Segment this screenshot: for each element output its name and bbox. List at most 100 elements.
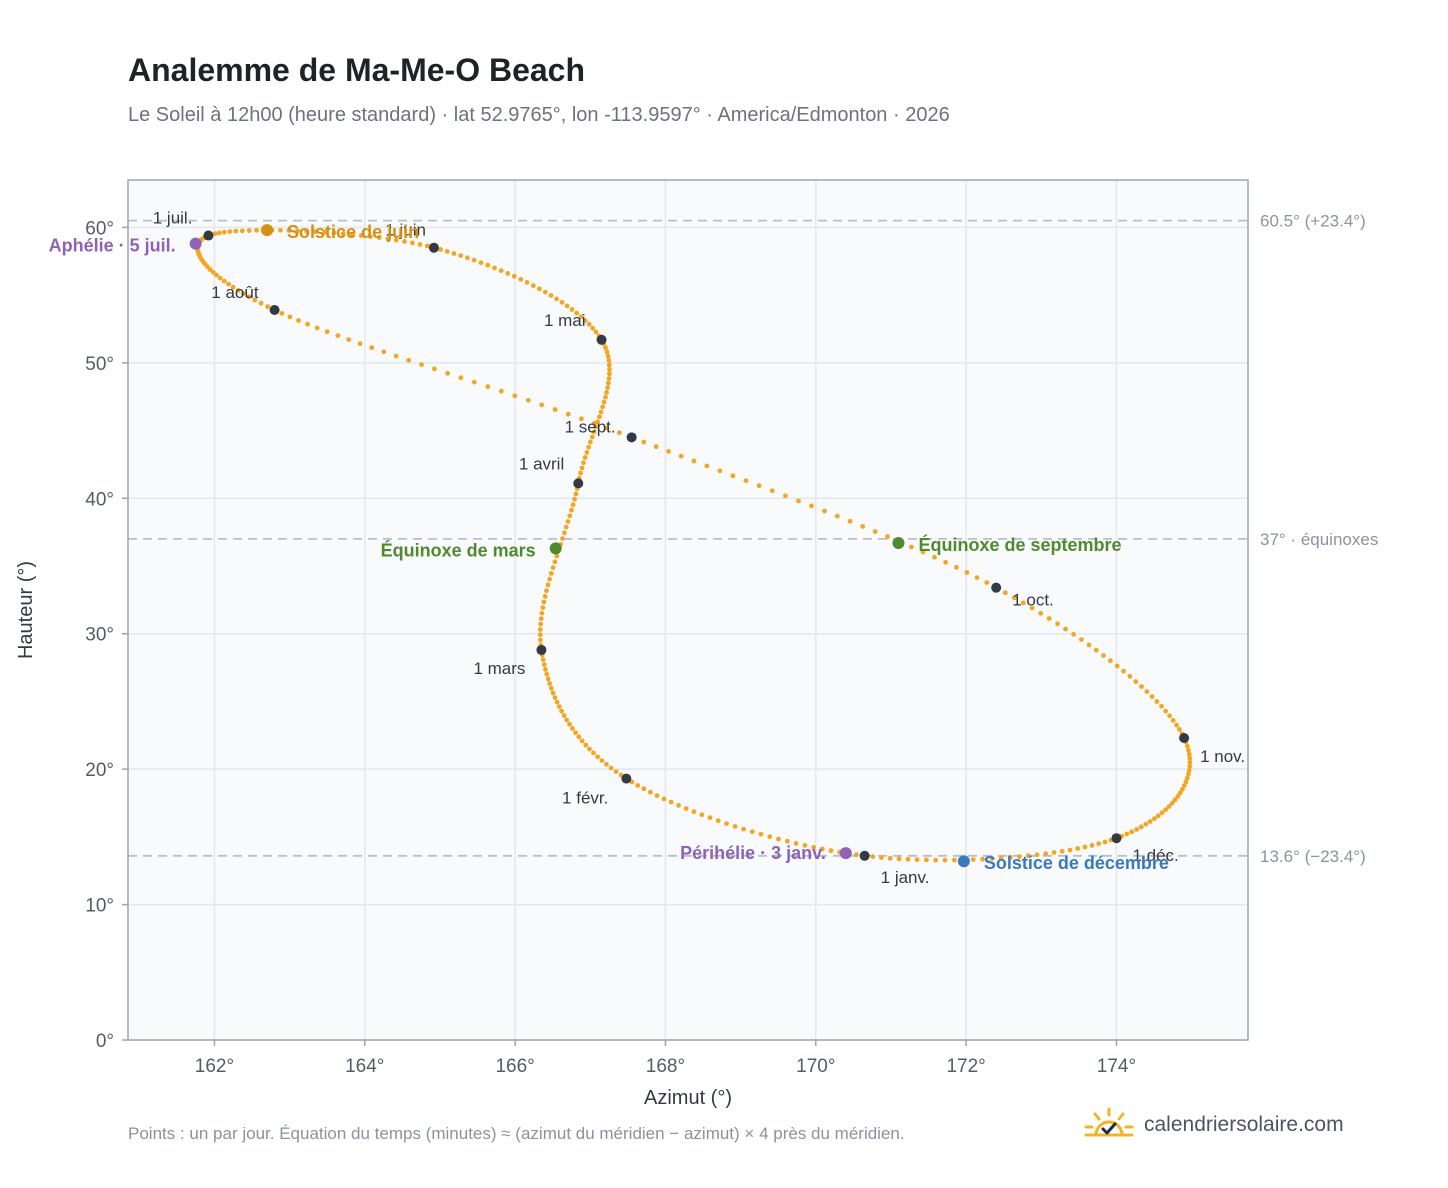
- sun-check-icon: [1084, 1107, 1134, 1137]
- y-tick-label: 60°: [85, 218, 114, 239]
- day-point: [240, 291, 246, 296]
- brand-name[interactable]: calendriersolaire.com: [1144, 1113, 1344, 1136]
- day-point: [1169, 800, 1175, 806]
- month-label: 1 janv.: [881, 868, 930, 887]
- day-point: [601, 399, 607, 405]
- event-label: Solstice de juin: [287, 222, 419, 242]
- day-point: [210, 269, 216, 275]
- event-label: Équinoxe de mars: [381, 539, 536, 560]
- day-point: [1187, 760, 1193, 765]
- day-point: [590, 325, 596, 331]
- day-point: [1177, 727, 1182, 732]
- day-point: [597, 414, 602, 420]
- month-marker: [428, 242, 439, 253]
- day-point: [324, 329, 330, 335]
- day-point: [540, 657, 546, 663]
- x-tick-label: 162°: [195, 1056, 234, 1077]
- month-label: 1 nov.: [1200, 747, 1245, 766]
- day-point: [221, 229, 227, 235]
- day-point: [451, 251, 457, 256]
- day-point: [668, 799, 674, 805]
- day-point: [1174, 722, 1179, 728]
- day-point: [586, 321, 592, 327]
- y-tick-label: 30°: [85, 625, 114, 646]
- day-point: [424, 243, 430, 249]
- day-point: [346, 337, 352, 342]
- day-point: [579, 416, 584, 422]
- day-point: [769, 488, 775, 494]
- day-point: [349, 232, 355, 237]
- day-point: [1086, 642, 1092, 648]
- day-point: [1096, 841, 1102, 847]
- day-point: [539, 610, 545, 616]
- day-point: [287, 314, 293, 320]
- day-point: [1082, 844, 1088, 850]
- day-point: [970, 857, 976, 862]
- day-point: [547, 576, 552, 582]
- day-point: [358, 233, 364, 238]
- day-point: [666, 449, 671, 454]
- day-point: [438, 247, 443, 252]
- day-point: [572, 496, 577, 502]
- event-marker: [892, 536, 905, 549]
- day-point: [381, 349, 387, 355]
- reference-line-label: 37° · équinoxes: [1260, 530, 1378, 549]
- day-point: [954, 565, 959, 570]
- day-point: [980, 856, 985, 862]
- event-marker: [549, 542, 562, 555]
- day-point: [1147, 819, 1153, 824]
- day-point: [1155, 813, 1161, 819]
- chart-title: Analemme de Ma-Me-O Beach: [128, 52, 586, 88]
- day-point: [304, 228, 309, 234]
- day-point: [550, 690, 556, 696]
- axis-ticks: 162° 164° 166° 168° 170° 172° 174° 0° 10° 20° 30° 4…: [85, 218, 1136, 1077]
- day-point: [570, 726, 575, 731]
- day-point: [984, 580, 990, 585]
- day-point: [376, 235, 382, 241]
- day-point: [340, 231, 346, 237]
- day-point: [565, 411, 571, 417]
- footnote: Points : un par jour. Équation du temps …: [128, 1124, 905, 1143]
- day-point: [1166, 804, 1172, 809]
- y-axis-title: Hauteur (°): [15, 561, 37, 659]
- day-point: [653, 444, 659, 450]
- day-point: [582, 318, 588, 323]
- day-point: [717, 468, 723, 474]
- day-point: [603, 394, 608, 400]
- day-point: [707, 815, 713, 821]
- day-point: [683, 806, 689, 811]
- day-point: [606, 380, 611, 386]
- day-point: [567, 513, 573, 519]
- day-point: [1172, 797, 1178, 803]
- event-marker: [839, 847, 852, 860]
- event-label: Équinoxe de septembre: [918, 534, 1121, 555]
- brand[interactable]: calendriersolaire.com: [1082, 1100, 1344, 1150]
- day-point: [550, 565, 556, 570]
- month-label: 1 oct.: [1012, 591, 1054, 610]
- day-point: [559, 299, 565, 305]
- day-point: [699, 812, 705, 818]
- day-point: [227, 229, 233, 235]
- day-point: [591, 421, 597, 426]
- day-point: [524, 280, 530, 285]
- day-point: [1012, 595, 1017, 601]
- day-point: [1127, 673, 1133, 679]
- day-point: [1121, 668, 1126, 674]
- event-label: Aphélie · 5 juil.: [49, 236, 176, 256]
- day-point: [834, 513, 840, 519]
- month-marker: [626, 432, 637, 443]
- day-point: [793, 841, 799, 846]
- day-point: [295, 228, 301, 234]
- event-marker: [957, 855, 970, 868]
- day-point: [1183, 779, 1189, 785]
- day-point: [537, 632, 543, 638]
- day-point: [538, 616, 544, 622]
- plot-frame: [127, 179, 1249, 1041]
- day-point: [1043, 851, 1049, 857]
- day-point: [393, 353, 399, 359]
- day-point: [595, 754, 600, 760]
- day-point: [369, 345, 375, 351]
- day-point: [600, 404, 606, 410]
- day-point: [1186, 752, 1192, 757]
- day-point: [952, 857, 957, 863]
